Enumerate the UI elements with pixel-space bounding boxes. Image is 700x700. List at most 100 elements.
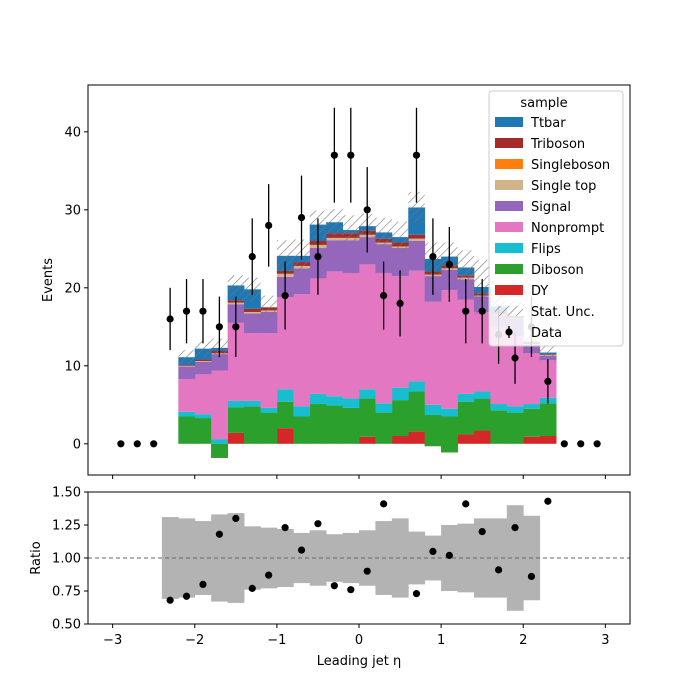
y-tick-label: 20 <box>64 281 81 296</box>
data-point <box>560 440 568 448</box>
bar-diboson <box>506 412 524 444</box>
data-point <box>412 151 421 159</box>
data-point <box>396 299 404 307</box>
bar-triboson <box>244 308 261 312</box>
legend-swatch-flips <box>495 243 523 253</box>
legend-label: Singleboson <box>531 158 610 173</box>
data-point <box>445 260 453 268</box>
y-tick-label: 30 <box>64 203 81 218</box>
bar-single-top <box>244 311 261 314</box>
bar-nonprompt <box>342 272 360 399</box>
bar-flips <box>359 389 376 399</box>
bar-flips <box>342 398 360 408</box>
ratio-point <box>265 571 273 579</box>
legend-label: Signal <box>531 200 571 215</box>
bar-triboson <box>408 234 426 239</box>
bar-diboson <box>473 398 491 431</box>
bar-flips <box>506 406 524 413</box>
ratio-point <box>166 596 174 604</box>
bar-nonprompt <box>473 311 491 392</box>
legend-label: Ttbar <box>530 116 566 131</box>
bar-dy <box>457 434 475 444</box>
ratio-unc-band <box>408 531 426 585</box>
bar-signal <box>194 361 212 375</box>
bar-flips <box>375 403 393 413</box>
bar-nonprompt <box>178 379 196 412</box>
data-point <box>265 221 273 229</box>
bar-diboson <box>293 416 311 444</box>
legend-swatch-triboson <box>495 138 523 148</box>
ratio-point <box>527 572 536 581</box>
bar-flips <box>473 391 491 399</box>
bar-diboson <box>441 416 458 453</box>
stat-unc-band <box>342 215 359 245</box>
ratio-y-tick-label: 0.75 <box>52 585 81 600</box>
bar-flips <box>490 404 508 411</box>
bar-diboson <box>227 407 245 433</box>
bar-nonprompt <box>375 272 393 404</box>
x-axis-label: Leading jet η <box>317 654 402 669</box>
stat-unc-band <box>276 240 294 272</box>
legend-swatch-data <box>505 328 513 336</box>
bar-nonprompt <box>408 270 426 382</box>
legend-label: Single top <box>531 179 596 194</box>
data-point <box>297 214 306 222</box>
stat-unc-band <box>260 295 277 319</box>
bar-single-top <box>408 238 426 241</box>
bar-diboson <box>244 406 261 444</box>
ratio-point <box>347 586 355 594</box>
bar-signal <box>375 244 393 273</box>
bar-flips <box>227 400 245 408</box>
bar-flips <box>457 393 475 402</box>
ratio-y-axis-label: Ratio <box>29 541 44 574</box>
bar-signal <box>293 268 311 295</box>
legend-label: Diboson <box>531 263 584 278</box>
stat-unc-band <box>375 217 392 248</box>
data-point <box>117 440 125 448</box>
bar-nonprompt <box>326 271 343 397</box>
bar-flips <box>244 400 261 407</box>
ratio-unc-band <box>490 518 508 598</box>
stat-unc-band <box>391 221 409 253</box>
bar-diboson <box>408 391 426 432</box>
ratio-point <box>182 592 191 600</box>
bar-flips <box>391 387 409 401</box>
bar-dy <box>391 436 409 444</box>
ratio-x-tick-label: −1 <box>267 633 286 648</box>
bar-dy <box>473 430 491 444</box>
ratio-point <box>281 524 289 532</box>
bar-diboson <box>276 401 294 429</box>
legend-label: Stat. Unc. <box>531 305 595 320</box>
legend-swatch-nonprompt <box>495 222 523 232</box>
bar-nonprompt <box>227 322 245 401</box>
stat-unc-band <box>539 343 557 362</box>
bar-dy <box>276 428 294 444</box>
ratio-x-tick-label: −3 <box>103 633 122 648</box>
legend-label: DY <box>531 284 548 299</box>
bar-flips <box>441 408 458 417</box>
bar-diboson <box>326 405 343 444</box>
ratio-unc-band <box>391 518 409 598</box>
ratio-unc-band <box>161 517 179 599</box>
ratio-x-tick-label: 0 <box>355 633 363 648</box>
bar-diboson <box>375 412 393 444</box>
bar-signal <box>326 240 343 272</box>
bar-single-top <box>326 237 343 241</box>
ratio-point <box>544 497 552 505</box>
stat-unc-band <box>408 191 425 224</box>
legend-swatch-dy <box>495 285 523 295</box>
y-tick-label: 10 <box>64 359 81 374</box>
data-point <box>511 354 519 362</box>
ratio-point <box>462 500 470 508</box>
data-point <box>380 292 388 300</box>
y-axis-label: Events <box>41 258 56 302</box>
ratio-unc-band <box>457 523 475 593</box>
data-point <box>429 253 437 261</box>
ratio-y-tick-label: 0.50 <box>52 618 81 633</box>
bar-diboson <box>457 401 475 435</box>
data-point <box>577 440 585 448</box>
legend-swatch-diboson <box>495 264 523 274</box>
legend-box <box>488 90 624 347</box>
bar-diboson <box>309 404 327 444</box>
